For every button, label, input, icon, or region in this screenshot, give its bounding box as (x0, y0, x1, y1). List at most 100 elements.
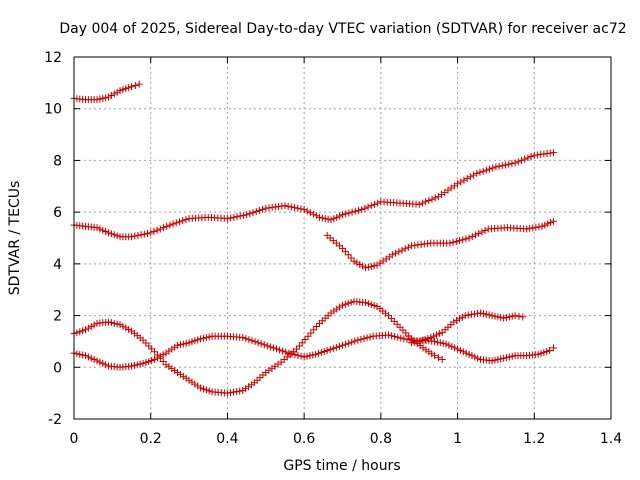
data-series (70, 80, 557, 397)
data-point (341, 300, 349, 308)
data-point (93, 357, 101, 365)
data-point (403, 335, 411, 343)
data-point (330, 215, 338, 223)
data-point (370, 302, 378, 310)
data-point (425, 197, 433, 205)
data-point (87, 354, 95, 362)
data-point (76, 350, 84, 358)
data-point (390, 317, 398, 325)
data-point (408, 339, 416, 347)
data-point (113, 88, 121, 96)
data-point (107, 91, 115, 99)
data-point (327, 216, 335, 224)
data-point (393, 320, 401, 328)
data-point (150, 228, 158, 236)
data-point (549, 344, 557, 352)
data-point (459, 348, 467, 356)
data-point (233, 388, 241, 396)
data-point (90, 356, 98, 364)
data-point (482, 310, 490, 318)
data-point (163, 222, 171, 230)
data-point (454, 345, 462, 353)
data-point (151, 356, 159, 364)
data-point (326, 345, 334, 353)
data-point (96, 95, 104, 103)
data-point (544, 220, 552, 228)
data-point (179, 217, 187, 225)
data-point (160, 224, 167, 232)
data-point (84, 324, 92, 332)
data-point (315, 349, 323, 357)
data-point (301, 335, 309, 343)
data-point (523, 225, 531, 233)
data-point (130, 361, 138, 369)
x-tick-label: 0.4 (216, 431, 238, 447)
data-point (102, 228, 110, 236)
data-point (251, 338, 259, 346)
data-point (153, 354, 161, 362)
data-point (524, 154, 532, 162)
data-point (131, 81, 139, 89)
data-point (348, 338, 356, 346)
data-point (105, 93, 113, 101)
data-point (385, 331, 393, 339)
data-point (511, 159, 519, 167)
data-point (257, 340, 265, 348)
data-point (309, 351, 317, 359)
data-point (79, 351, 87, 359)
data-point (99, 226, 107, 234)
data-point (279, 347, 287, 355)
data-point (428, 195, 436, 203)
data-point (309, 210, 317, 218)
data-point (298, 339, 306, 347)
data-point (110, 319, 118, 327)
data-point (139, 336, 147, 344)
data-point (363, 334, 371, 342)
data-point (76, 328, 84, 336)
data-point (79, 327, 87, 335)
data-point (546, 346, 554, 354)
data-point (339, 211, 346, 219)
data-point (252, 207, 260, 215)
chart-title: Day 004 of 2025, Sidereal Day-to-day VTE… (59, 21, 626, 37)
data-point (142, 358, 150, 366)
data-point (347, 298, 355, 306)
data-point (351, 207, 359, 215)
data-point (502, 354, 510, 362)
data-point (199, 385, 207, 393)
data-point (457, 178, 465, 186)
data-point (449, 238, 457, 246)
data-point (498, 162, 506, 170)
data-point (476, 168, 484, 176)
data-point (395, 248, 403, 256)
data-point (172, 219, 180, 227)
data-point (392, 249, 400, 257)
data-point (226, 389, 234, 397)
data-point (479, 167, 487, 175)
data-point (435, 330, 443, 338)
y-tick-label: 12 (44, 50, 62, 66)
data-point (543, 347, 551, 355)
data-point (128, 362, 136, 370)
plot-border (73, 56, 612, 420)
data-point (297, 352, 305, 360)
data-point (197, 335, 205, 343)
data-point (266, 343, 274, 351)
data-point (502, 314, 510, 322)
x-tick-label: 0.2 (140, 431, 162, 447)
data-point (505, 313, 513, 321)
data-point (415, 200, 423, 208)
y-tick-label: 6 (53, 205, 62, 221)
data-point (473, 169, 481, 177)
data-point (477, 309, 485, 317)
data-point (107, 319, 115, 327)
data-point (514, 158, 522, 166)
data-point (418, 199, 426, 207)
data-point (458, 313, 466, 321)
data-point (388, 332, 396, 340)
data-point (362, 299, 370, 307)
data-point (291, 204, 299, 212)
data-point (140, 230, 148, 238)
data-point (456, 346, 464, 354)
data-point (394, 333, 402, 341)
